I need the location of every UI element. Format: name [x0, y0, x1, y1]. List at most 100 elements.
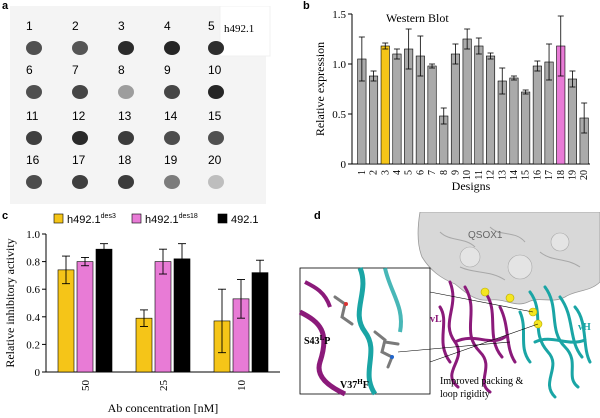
spot-number: 8 [118, 63, 125, 77]
blot-spot [208, 175, 224, 189]
bar [521, 91, 531, 165]
y-tick-label: 0 [341, 159, 347, 171]
bar [369, 75, 379, 165]
blot-spot [164, 131, 180, 145]
spot-number: 6 [26, 63, 33, 77]
legend-label: 492.1 [231, 214, 259, 226]
bar [173, 258, 191, 373]
blot-spot [118, 175, 134, 189]
spot-number: 19 [164, 153, 178, 167]
blot-spot [72, 41, 88, 55]
caption-line-1: Improved packing & [440, 376, 524, 387]
y-tick-label: 0.2 [26, 339, 40, 351]
x-tick-label: 9 [450, 170, 461, 175]
bar [95, 248, 113, 373]
bar [462, 38, 472, 165]
blot-spot [72, 131, 88, 145]
blot-spot [72, 85, 88, 99]
vl-label: vL [430, 314, 442, 325]
bar [486, 55, 496, 165]
bar [509, 77, 519, 165]
bar [567, 78, 577, 165]
x-tick-label: 4 [392, 170, 403, 175]
blot-spot [26, 175, 42, 189]
x-tick-label: 15 [521, 170, 532, 180]
blot-spot [118, 41, 134, 55]
legend-label: h492.1des3 [67, 213, 116, 226]
x-tick-label: 19 [567, 170, 578, 180]
bar [76, 261, 94, 373]
blot-spot [164, 175, 180, 189]
y-tick-label: 1.5 [332, 9, 346, 21]
blot-spot [164, 41, 180, 55]
spot-number: 9 [164, 63, 171, 77]
spot-number: 5 [208, 19, 215, 33]
spot-number: 3 [118, 19, 125, 33]
x-tick-label: 50 [80, 380, 92, 392]
x-tick-label: 20 [579, 170, 590, 180]
y-tick-label: 0.6 [26, 284, 40, 296]
western-blot-chart: 00.51.01.51 2 3 4 5 6 7 8 9 10 11 12 13 14 15 16 17 18 19 2… [313, 9, 590, 193]
y-tick-label: 0.4 [26, 312, 40, 324]
qsox1-surface: QSOX1 [417, 212, 600, 305]
spot-number: 10 [208, 63, 222, 77]
light-chain-ribbon [438, 280, 517, 394]
y-tick-label: 0.5 [332, 109, 346, 121]
x-tick-label: 18 [556, 170, 567, 180]
spot-number: 13 [118, 109, 132, 123]
x-tick-label: 17 [544, 170, 555, 180]
v37-label: V37HF [340, 378, 369, 391]
blot-spot [118, 131, 134, 145]
bar [57, 269, 75, 373]
inhibitory-activity-chart: 0 0.2 0.4 0.6 0.8 1.0 50 25 10 h492.1des3 h492.1de… [3, 213, 280, 415]
x-tick-label: 12 [486, 170, 497, 180]
blot-spot [208, 41, 224, 55]
blot-spot [26, 85, 42, 99]
x-tick-label: 3 [380, 170, 391, 175]
chart-title: Western Blot [386, 11, 449, 25]
y-axis-label: Relative inhibitory activity [3, 238, 17, 367]
panel-c-letter: c [2, 210, 9, 222]
x-tick-label: 11 [474, 170, 485, 180]
blot-label: h492.1 [224, 23, 254, 35]
bar [474, 45, 484, 165]
structure-illustration: QSOX1 vL vH [298, 212, 600, 400]
spot-number: 14 [164, 109, 178, 123]
blot-spot [26, 131, 42, 145]
x-tick-label: 25 [158, 380, 170, 392]
spot-number: 20 [208, 153, 222, 167]
bar [251, 272, 269, 373]
bar [427, 65, 437, 165]
legend-swatch [217, 213, 228, 224]
heavy-chain-ribbon [518, 285, 592, 399]
blot-spot [164, 85, 180, 99]
spot-number: 18 [118, 153, 132, 167]
qsox1-label: QSOX1 [468, 230, 503, 241]
blot-spot [72, 175, 88, 189]
panel-a-letter: a [2, 0, 9, 12]
bar [532, 65, 542, 165]
y-tick-label: 0.8 [26, 257, 40, 269]
spot-number: 15 [208, 109, 222, 123]
x-tick-label: 16 [532, 170, 543, 180]
x-tick-label: 6 [415, 170, 426, 175]
callout-lines [397, 291, 539, 363]
spot-number: 1 [26, 19, 33, 33]
spot-number: 2 [72, 19, 79, 33]
y-tick-label: 0 [35, 367, 41, 379]
x-tick-label: 7 [427, 170, 438, 175]
zoom-inset: S43LP V37HF [298, 267, 431, 397]
y-tick-label: 1.0 [332, 59, 346, 71]
y-tick-label: 1.0 [26, 229, 40, 241]
blot-spot [26, 41, 42, 55]
x-tick-label: 2 [369, 170, 380, 175]
legend-swatch [53, 213, 64, 224]
x-axis-label: Designs [452, 179, 491, 193]
x-tick-label: 8 [439, 170, 450, 175]
bar [450, 53, 460, 165]
caption-line-2: loop rigidity [440, 389, 490, 400]
bar [392, 53, 402, 165]
x-tick-label: 10 [236, 380, 248, 392]
x-tick-label: 13 [497, 170, 508, 180]
